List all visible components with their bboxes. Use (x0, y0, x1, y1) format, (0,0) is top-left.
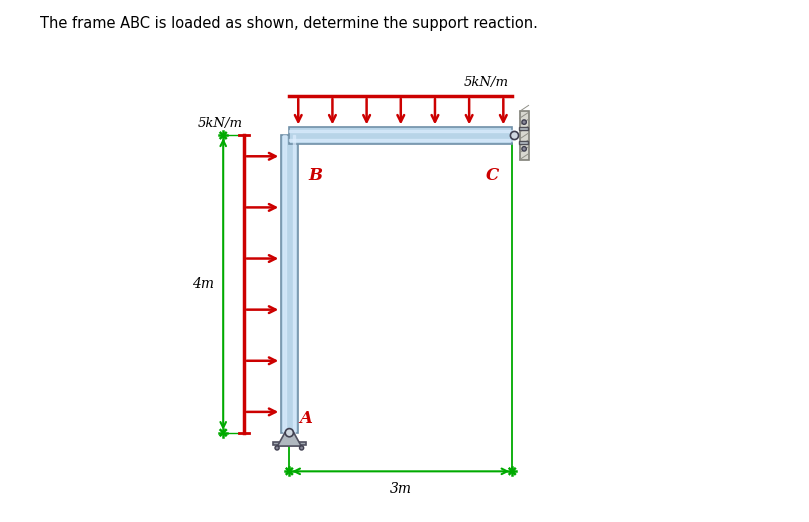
Text: 3m: 3m (390, 482, 412, 496)
Text: C: C (486, 167, 499, 184)
Bar (519, 126, 527, 130)
Text: 5kN/m: 5kN/m (464, 76, 509, 89)
Bar (273, 442, 306, 445)
Polygon shape (277, 433, 301, 446)
Bar (519, 141, 527, 145)
Circle shape (522, 147, 527, 151)
Text: B: B (308, 167, 322, 184)
Bar (282, 136, 298, 433)
Circle shape (522, 120, 527, 124)
Text: The frame ABC is loaded as shown, determine the support reaction.: The frame ABC is loaded as shown, determ… (40, 16, 538, 31)
Text: A: A (299, 410, 311, 427)
Text: 4m: 4m (193, 277, 214, 291)
Circle shape (275, 446, 279, 450)
Text: 5kN/m: 5kN/m (197, 116, 243, 129)
Bar (290, 127, 512, 144)
Circle shape (299, 446, 303, 450)
Circle shape (286, 429, 294, 437)
Circle shape (510, 132, 519, 139)
Bar (519, 111, 528, 160)
